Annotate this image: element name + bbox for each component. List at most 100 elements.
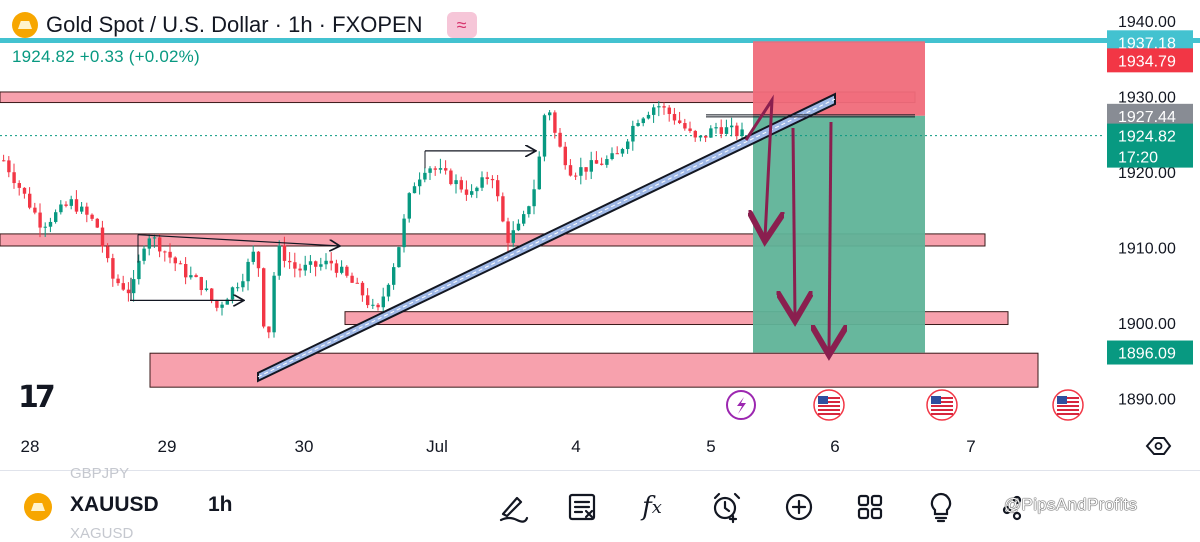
candle-body (709, 128, 713, 138)
candle-body (433, 168, 437, 170)
price-tick-label: 1890.00 (1118, 392, 1176, 409)
price-badge (1107, 340, 1193, 365)
candle-body (704, 135, 708, 138)
candle-body (428, 168, 432, 173)
watchlist-details-icon[interactable] (562, 487, 602, 527)
candle-body (662, 106, 666, 108)
candle-body (568, 165, 573, 176)
candle-body (407, 193, 411, 219)
apps-grid-icon[interactable] (850, 487, 890, 527)
candle-body (574, 175, 578, 177)
candle-body (589, 160, 593, 172)
time-axis-label: 6 (830, 437, 839, 456)
candle-body (350, 275, 354, 283)
alert-clock-icon[interactable] (706, 487, 746, 527)
candle-body (220, 304, 224, 308)
candle-body (251, 251, 255, 262)
candle-body (152, 237, 157, 239)
candle-body (563, 146, 567, 166)
candle-body (17, 183, 21, 188)
candle-body (506, 221, 510, 243)
fx-subscript: x (651, 496, 662, 518)
candle-body (59, 204, 63, 213)
axis-settings-icon-dot (1154, 442, 1163, 450)
flag-stripe (818, 413, 840, 415)
candle-body (480, 177, 484, 188)
candle-body (600, 163, 604, 165)
candle-body (626, 141, 630, 150)
quote-line: 1924.82 +0.33 (+0.02%) (12, 47, 200, 67)
candle-body (22, 187, 27, 194)
candle-body (199, 277, 203, 290)
chart-title[interactable]: Gold Spot / U.S. Dollar · 1h · FXOPEN (46, 12, 423, 37)
last-price: 1924.82 (12, 47, 75, 66)
candle-body (298, 268, 302, 271)
candle-body (360, 282, 365, 296)
ghost-symbol-below: XAGUSD (70, 525, 134, 542)
wave-indicator-icon[interactable]: ≈ (446, 12, 477, 38)
candle-body (28, 193, 32, 208)
stop-loss-zone (753, 41, 925, 116)
cyan-price-line (0, 38, 1200, 43)
price-badge-label: 1927.44 (1118, 109, 1176, 126)
candle-body (272, 275, 276, 333)
price-badge-label: 1924.82 (1118, 129, 1176, 146)
interval-selector[interactable]: 1h (208, 493, 233, 516)
flag-stripe (931, 405, 953, 407)
gold-coin-icon[interactable] (24, 493, 52, 521)
candle-body (522, 214, 526, 224)
candle-body (501, 196, 505, 222)
draw-brush-icon[interactable] (492, 487, 532, 527)
candle-body (610, 153, 614, 160)
add-plus-icon[interactable] (779, 487, 819, 527)
price-tick-label: 1900.00 (1118, 316, 1176, 333)
candle-body (132, 279, 136, 294)
candle-body (724, 127, 729, 134)
time-axis-label: Jul (426, 437, 448, 456)
symbol-selector[interactable]: XAUUSD (70, 493, 159, 516)
candle-body (558, 132, 562, 147)
candle-body (230, 287, 235, 300)
candle-body (678, 120, 682, 124)
time-axis-label: 4 (571, 437, 580, 456)
candle-body (449, 170, 453, 185)
chart-area[interactable]: 1940.00 1930.00 1920.00 1910.00 1900.00 1890.… (0, 0, 1200, 462)
candle-body (392, 267, 396, 285)
candle-body (454, 180, 458, 185)
more-options-icon[interactable] (996, 487, 1036, 527)
price-tick-label: 1930.00 (1118, 90, 1176, 107)
candle-body (106, 246, 110, 259)
gold-coin-icon (12, 12, 38, 38)
price-change-percent: (+0.02%) (128, 47, 200, 66)
flag-stripe (1057, 413, 1079, 415)
candle-body (418, 179, 422, 187)
candle-body (33, 207, 37, 213)
flag-stripe (818, 401, 840, 403)
price-tick-label: 1920.00 (1118, 165, 1176, 182)
candle-body (444, 168, 448, 171)
candle-body (386, 284, 391, 297)
candle-body (537, 156, 541, 190)
candle-body (241, 281, 245, 288)
candle-body (262, 268, 266, 327)
candle-body (527, 206, 531, 215)
candle-body (646, 114, 651, 119)
price-badge (1107, 48, 1193, 73)
ideas-lightbulb-icon[interactable] (921, 487, 961, 527)
flag-stripe (931, 397, 953, 399)
price-tick-label: 1910.00 (1118, 241, 1176, 258)
flag-stripe (1057, 397, 1079, 399)
candle-body (376, 304, 380, 308)
flag-stripe (931, 409, 953, 411)
trendline-channel (257, 92, 836, 383)
candle-body (303, 264, 307, 271)
price-chart[interactable]: 1940.00 1930.00 1920.00 1910.00 1900.00 1890.… (0, 0, 1200, 462)
candle-body (516, 223, 521, 231)
candle-body (288, 260, 292, 263)
candle-body (116, 278, 120, 284)
candle-body (184, 264, 188, 278)
candle-body (48, 221, 53, 227)
candle-body (225, 299, 229, 305)
chart-header: Gold Spot / U.S. Dollar · 1h · FXOPEN ≈ (12, 10, 477, 40)
